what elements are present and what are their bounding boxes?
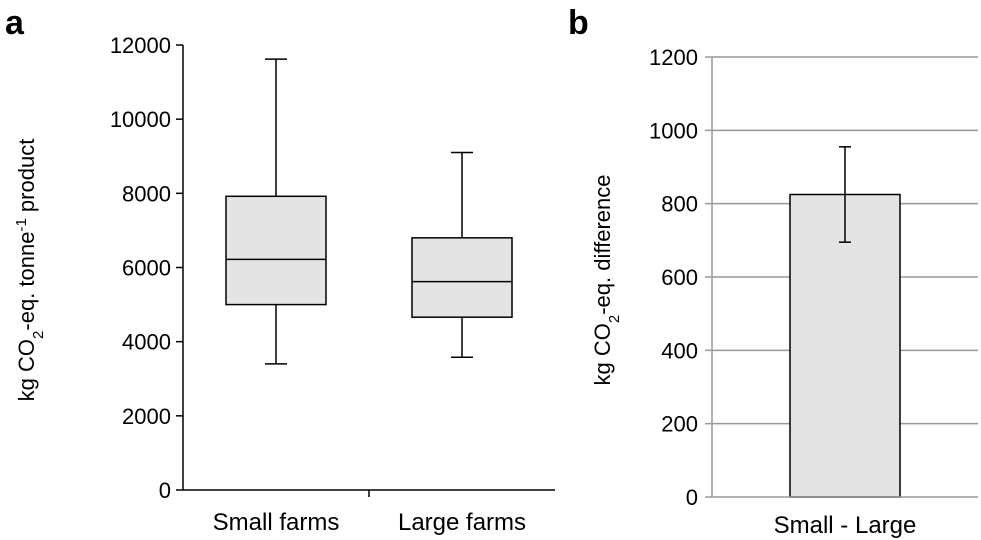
panel-a-y-axis-title: kg CO2-eq. tonne-1 product	[13, 139, 47, 402]
box-small-farms	[225, 58, 327, 365]
y-tick-label: 1000	[649, 118, 698, 143]
panel-b: b kg CO2-eq. difference 0 200 400 600 800 100…	[568, 4, 978, 539]
y-tick-label: 4000	[122, 330, 171, 355]
x-category-label: Small - Large	[774, 512, 917, 539]
panel-a-y-axis: 0 2000 4000 6000 8000 10000 12000	[110, 33, 184, 503]
iqr-box	[225, 195, 327, 306]
panel-a: a kg CO2-eq. tonne-1 product 0 2000 4000 60…	[5, 4, 555, 536]
y-tick-label: 0	[686, 485, 698, 510]
iqr-box	[411, 237, 513, 318]
panel-b-x-axis: Small - Large	[712, 496, 978, 539]
y-tick-label: 6000	[122, 256, 171, 281]
y-tick-label: 2000	[122, 404, 171, 429]
y-tick-label: 10000	[110, 107, 171, 132]
panel-a-x-axis: Small farms Large farms	[183, 489, 555, 536]
panel-b-y-axis-title: kg CO2-eq. difference	[590, 175, 623, 386]
x-category-label: Small farms	[213, 509, 340, 536]
panel-b-bars	[789, 146, 901, 498]
y-tick-label: 600	[661, 265, 698, 290]
y-tick-label: 1200	[649, 45, 698, 70]
x-category-label: Large farms	[398, 509, 526, 536]
panel-a-boxes	[225, 58, 513, 365]
panel-b-y-axis: 0 200 400 600 800 1000 1200	[649, 45, 713, 510]
y-tick-label: 0	[159, 478, 171, 503]
y-tick-label: 800	[661, 192, 698, 217]
panel-a-letter: a	[5, 4, 25, 42]
y-tick-label: 8000	[122, 181, 171, 206]
panel-b-letter: b	[568, 4, 589, 42]
y-tick-label: 400	[661, 338, 698, 363]
box-large-farms	[411, 151, 513, 358]
y-tick-label: 200	[661, 412, 698, 437]
y-tick-label: 12000	[110, 33, 171, 58]
